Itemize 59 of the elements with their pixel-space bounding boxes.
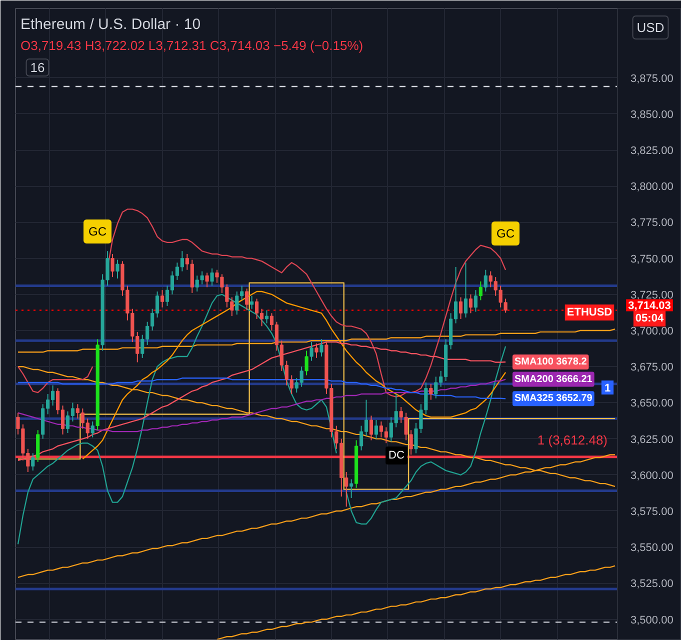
line-series bbox=[17, 378, 506, 432]
candlestick bbox=[160, 290, 164, 308]
annotation: 16 bbox=[30, 60, 45, 75]
y-tick-label: 3,750.00 bbox=[630, 253, 674, 266]
candlestick bbox=[310, 342, 314, 362]
y-tick-label: 3,550.00 bbox=[630, 542, 674, 554]
text: SMA200 3666.21 bbox=[514, 374, 592, 385]
candlestick bbox=[474, 290, 478, 312]
candlestick bbox=[464, 262, 468, 318]
text: O3,719.43 H3,722.02 L3,712.31 C3,714.03 −5.49 (−0.15%) bbox=[20, 38, 364, 53]
text: 05:04 bbox=[635, 312, 664, 324]
candlestick bbox=[369, 415, 374, 441]
candlestick bbox=[116, 259, 120, 280]
y-tick-label: 3,825.00 bbox=[630, 145, 674, 158]
candlestick bbox=[350, 478, 354, 498]
y-tick-label: 3,800.00 bbox=[630, 181, 674, 194]
y-tick-label: 3,575.00 bbox=[630, 506, 674, 518]
text: SMA325 3652.79 bbox=[514, 393, 592, 404]
text: Ethereum / U.S. Dollar · 10 bbox=[20, 16, 201, 33]
candlestick bbox=[468, 294, 473, 314]
annotation: ETHUSD bbox=[566, 306, 612, 318]
candlestick bbox=[458, 296, 463, 320]
candlestick bbox=[250, 295, 254, 310]
candlestick bbox=[484, 269, 488, 292]
line-series bbox=[216, 565, 616, 640]
candlestick bbox=[245, 288, 249, 311]
y-tick-label: 3,850.00 bbox=[630, 108, 674, 121]
text: SMA100 3678.2 bbox=[514, 356, 587, 368]
candlestick bbox=[374, 420, 378, 440]
ref-line-label: 1 (3,612.48) bbox=[537, 432, 608, 448]
candlestick bbox=[429, 383, 433, 400]
candlestick bbox=[304, 350, 308, 376]
annotation: 1 bbox=[604, 382, 611, 394]
candlestick bbox=[314, 342, 318, 358]
y-tick-label: 3,500.00 bbox=[630, 614, 674, 626]
candlestick bbox=[478, 280, 482, 301]
y-tick-label: 3,600.00 bbox=[630, 470, 674, 482]
y-tick-label: 3,675.00 bbox=[630, 362, 674, 374]
ref-line-label: 3,714.03 bbox=[628, 300, 671, 312]
y-tick-label: 3,775.00 bbox=[630, 217, 674, 230]
candlestick bbox=[31, 452, 35, 472]
candlestick bbox=[205, 272, 209, 288]
y-tick-label: 3,875.00 bbox=[630, 72, 674, 85]
y-tick-label: 3,725.00 bbox=[630, 289, 674, 302]
y-tick-label: 3,625.00 bbox=[630, 434, 674, 446]
annotation: GC bbox=[496, 226, 515, 240]
candlestick bbox=[320, 338, 324, 357]
annotation: DC bbox=[388, 450, 404, 462]
candlestick bbox=[210, 268, 214, 286]
y-tick-label: 3,525.00 bbox=[630, 578, 674, 590]
text: USD bbox=[636, 20, 664, 35]
y-tick-label: 3,650.00 bbox=[630, 398, 674, 410]
candlestick bbox=[110, 253, 114, 278]
annotation: GC bbox=[88, 224, 107, 238]
candlestick bbox=[90, 420, 94, 438]
y-tick-label: 3,700.00 bbox=[630, 326, 674, 338]
candlestick bbox=[36, 430, 40, 462]
line-series bbox=[82, 290, 506, 460]
candlestick bbox=[264, 310, 269, 324]
